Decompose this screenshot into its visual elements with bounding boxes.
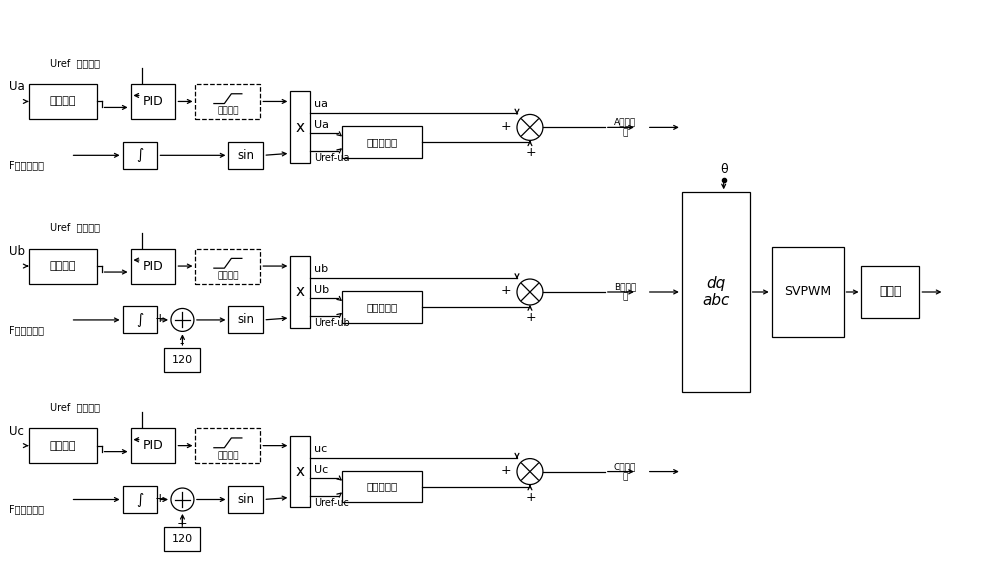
Text: F：频率指令: F：频率指令: [9, 160, 44, 171]
Text: sin: sin: [237, 314, 254, 327]
Text: F：频率指令: F：频率指令: [9, 505, 44, 514]
FancyBboxPatch shape: [131, 84, 175, 119]
Text: x: x: [296, 120, 305, 135]
FancyBboxPatch shape: [131, 249, 175, 283]
Text: +: +: [526, 491, 536, 503]
Text: 电流限幅: 电流限幅: [217, 107, 239, 116]
Text: Uc: Uc: [314, 464, 329, 474]
FancyBboxPatch shape: [29, 428, 97, 463]
FancyBboxPatch shape: [195, 428, 260, 463]
Text: Ua: Ua: [314, 120, 329, 130]
Text: 幅值计算: 幅值计算: [49, 97, 76, 107]
FancyBboxPatch shape: [195, 249, 260, 283]
Text: sin: sin: [237, 493, 254, 506]
FancyBboxPatch shape: [342, 471, 422, 502]
Text: 120: 120: [172, 534, 193, 544]
Text: SVPWM: SVPWM: [784, 286, 831, 299]
Text: 重复控制器: 重复控制器: [367, 302, 398, 312]
Text: PID: PID: [143, 260, 163, 272]
Text: Uref  电压指令: Uref 电压指令: [50, 58, 100, 68]
FancyBboxPatch shape: [228, 307, 263, 333]
Text: 幅值计算: 幅值计算: [49, 441, 76, 450]
Text: +: +: [526, 146, 536, 159]
Text: +: +: [526, 311, 536, 324]
Text: uc: uc: [314, 443, 328, 453]
FancyBboxPatch shape: [861, 266, 919, 318]
FancyBboxPatch shape: [164, 527, 200, 551]
Text: Uref-ua: Uref-ua: [314, 153, 350, 164]
Text: Ua: Ua: [9, 80, 24, 94]
Text: 重复控制器: 重复控制器: [367, 137, 398, 147]
FancyBboxPatch shape: [290, 436, 310, 508]
FancyBboxPatch shape: [342, 291, 422, 323]
FancyBboxPatch shape: [123, 142, 157, 169]
Text: Ub: Ub: [314, 285, 329, 295]
FancyBboxPatch shape: [29, 84, 97, 119]
Text: -: -: [179, 338, 184, 350]
Text: ∫: ∫: [136, 148, 144, 162]
Text: Uref  电压指令: Uref 电压指令: [50, 223, 100, 233]
FancyBboxPatch shape: [29, 249, 97, 283]
Text: PID: PID: [143, 95, 163, 108]
Text: Uc: Uc: [9, 425, 24, 438]
Text: ua: ua: [314, 100, 328, 109]
FancyBboxPatch shape: [164, 348, 200, 372]
FancyBboxPatch shape: [772, 247, 844, 337]
Text: 重复控制器: 重复控制器: [367, 481, 398, 492]
Text: B相调制
波: B相调制 波: [614, 282, 636, 301]
Text: C相调制
波: C相调制 波: [614, 462, 636, 481]
FancyBboxPatch shape: [342, 126, 422, 158]
Text: +: +: [154, 313, 165, 325]
FancyBboxPatch shape: [682, 192, 750, 392]
Text: 电流限幅: 电流限幅: [217, 271, 239, 281]
Text: 变流器: 变流器: [879, 286, 902, 299]
Text: +: +: [176, 517, 187, 530]
Text: dq
abc: dq abc: [702, 276, 729, 308]
Text: PID: PID: [143, 439, 163, 452]
Text: F：频率指令: F：频率指令: [9, 325, 44, 335]
Text: Uref-uc: Uref-uc: [314, 498, 349, 508]
Text: A相调制
波: A相调制 波: [614, 118, 636, 137]
Text: Uref  电压指令: Uref 电压指令: [50, 402, 100, 412]
Text: 幅值计算: 幅值计算: [49, 261, 76, 271]
Text: 电流限幅: 电流限幅: [217, 451, 239, 460]
Text: Ub: Ub: [9, 245, 25, 258]
FancyBboxPatch shape: [228, 142, 263, 169]
Text: x: x: [296, 464, 305, 479]
Text: sin: sin: [237, 149, 254, 162]
FancyBboxPatch shape: [290, 256, 310, 328]
Text: +: +: [500, 120, 511, 133]
FancyBboxPatch shape: [131, 428, 175, 463]
Text: x: x: [296, 285, 305, 300]
Text: ∫: ∫: [136, 492, 144, 506]
FancyBboxPatch shape: [123, 486, 157, 513]
FancyBboxPatch shape: [290, 91, 310, 164]
Text: Uref-ub: Uref-ub: [314, 318, 350, 328]
Text: ub: ub: [314, 264, 328, 274]
Text: ∫: ∫: [136, 313, 144, 327]
Text: +: +: [500, 464, 511, 477]
Text: 120: 120: [172, 355, 193, 365]
Text: +: +: [154, 492, 165, 505]
FancyBboxPatch shape: [123, 307, 157, 333]
FancyBboxPatch shape: [228, 486, 263, 513]
FancyBboxPatch shape: [195, 84, 260, 119]
Text: θ: θ: [720, 164, 728, 176]
Text: +: +: [500, 285, 511, 297]
